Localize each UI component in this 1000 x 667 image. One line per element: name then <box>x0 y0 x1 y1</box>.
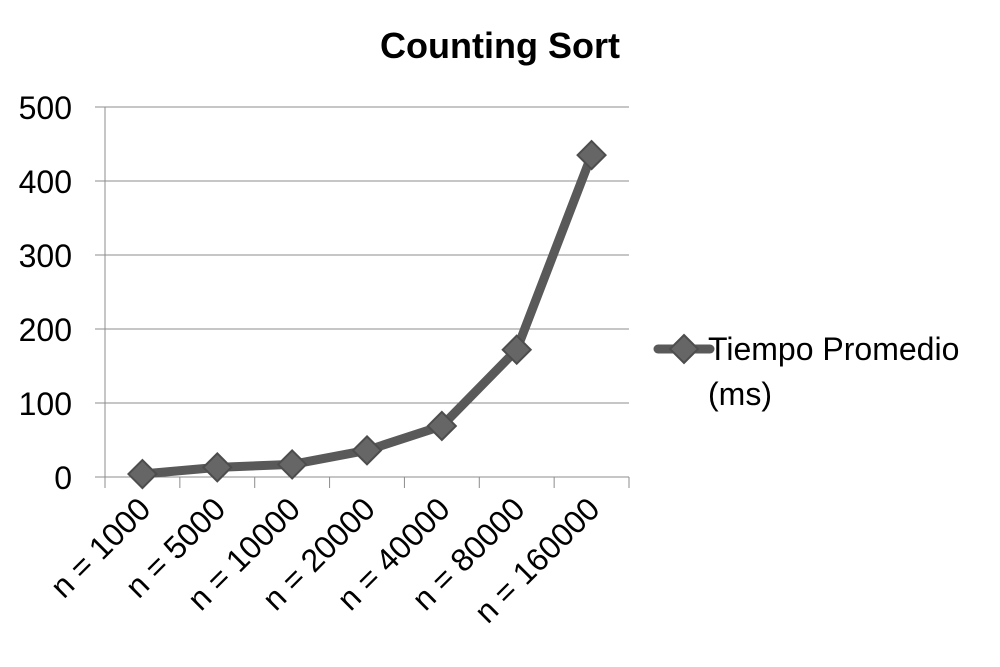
data-point-marker <box>276 449 308 480</box>
y-tick-label: 500 <box>19 90 72 126</box>
data-point-marker <box>201 451 233 483</box>
y-tick-label: 400 <box>19 164 72 200</box>
data-point-marker <box>127 458 158 490</box>
y-tick-label: 300 <box>19 238 72 274</box>
data-point-marker <box>351 434 383 466</box>
y-tick-label: 100 <box>19 386 72 422</box>
y-axis-tick-labels: 0 100 200 300 400 500 <box>19 90 72 496</box>
series-line <box>137 150 597 479</box>
axes <box>95 107 630 488</box>
legend: Tiempo Promedio (ms) <box>653 331 959 412</box>
chart-title: Counting Sort <box>380 25 620 66</box>
series-layer <box>127 139 607 490</box>
y-tick-label: 200 <box>19 312 72 348</box>
gridlines <box>95 106 629 478</box>
legend-label-line-1: Tiempo Promedio <box>708 331 959 367</box>
legend-diamond-marker <box>668 333 700 365</box>
y-tick-label: 0 <box>54 460 72 496</box>
data-point-marker <box>576 139 607 171</box>
data-point-marker <box>426 410 458 442</box>
data-point-marker <box>501 334 533 366</box>
legend-label-line-2: (ms) <box>708 376 772 412</box>
